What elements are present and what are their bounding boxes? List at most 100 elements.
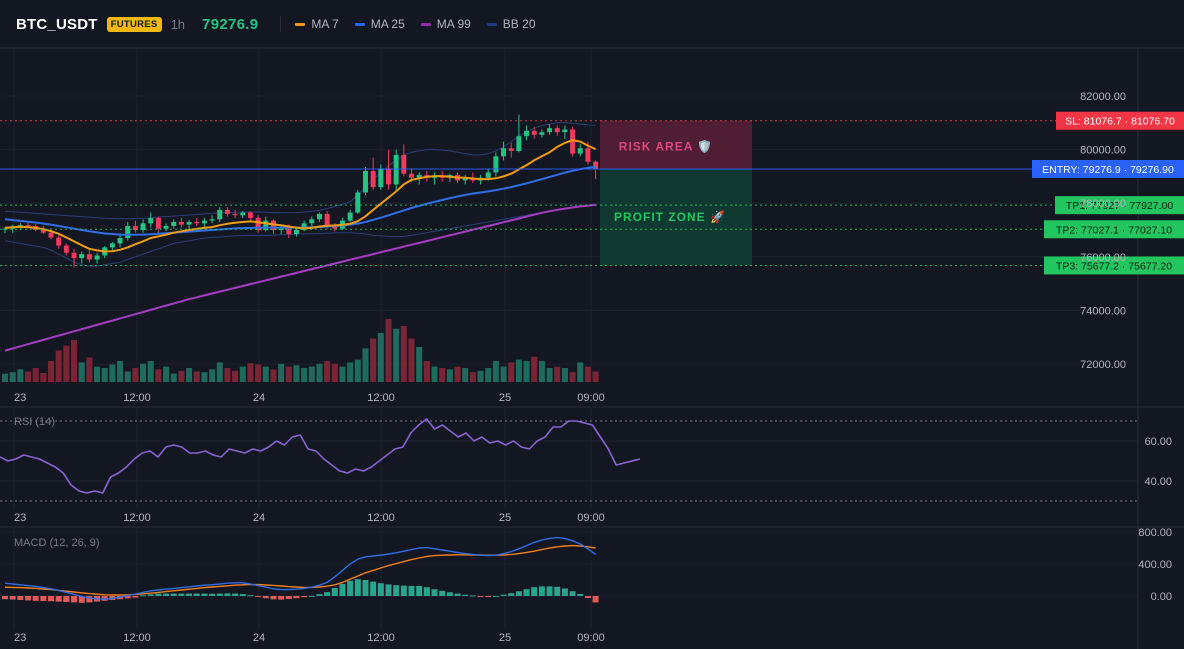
volume-bar (500, 366, 507, 382)
time-axis-label: 09:00 (577, 512, 605, 524)
volume-bar (370, 338, 377, 382)
candle-body (309, 219, 315, 224)
candle-body (255, 217, 261, 230)
macd-histogram-bar (393, 585, 400, 596)
macd-histogram-bar (209, 593, 216, 596)
timeframe-label[interactable]: 1h (170, 16, 186, 32)
price-axis-label: 80000.00 (1080, 145, 1126, 157)
volume-bar (316, 363, 323, 382)
time-axis-label: 25 (499, 392, 511, 404)
macd-histogram-bar (216, 593, 223, 596)
candle-body (316, 213, 322, 220)
volume-bar (377, 333, 384, 382)
volume-bar (155, 369, 162, 382)
macd-histogram-bar (25, 596, 32, 601)
volume-bar (109, 364, 116, 382)
macd-histogram-bar (362, 580, 369, 596)
candle-body (516, 136, 522, 151)
symbol-name[interactable]: BTC_USDT (16, 15, 98, 33)
ma99-line (4, 203, 596, 352)
ma7-line (4, 139, 597, 253)
candle-body (293, 230, 299, 235)
volume-bar (538, 361, 545, 382)
macd-histogram-bar (431, 589, 438, 596)
volume-bar (101, 368, 108, 382)
candle-body (155, 217, 161, 229)
volume-bar (393, 328, 400, 382)
volume-bar (439, 368, 446, 382)
legend-ma99[interactable]: MA 99 (420, 17, 471, 31)
candle-body (493, 156, 499, 173)
volume-bar (569, 372, 576, 382)
volume-bar (140, 363, 147, 382)
volume-bar (278, 363, 285, 382)
macd-histogram-bar (339, 584, 346, 596)
candle-body (531, 130, 537, 135)
price-tag-entry: ENTRY: 79276.9 · 79276.90 (1042, 164, 1174, 176)
legend-ma25[interactable]: MA 25 (354, 17, 405, 31)
price-axis-label: 78000.00 (1080, 198, 1126, 210)
candle-body (554, 128, 560, 133)
volume-bar (224, 368, 231, 382)
candle-body (25, 225, 31, 227)
price-tag-sl-bg (1056, 111, 1184, 130)
rsi-pane-label: RSI (14) (14, 416, 55, 428)
macd-histogram-bar (462, 594, 469, 596)
time-axis-label: 12:00 (123, 392, 151, 404)
macd-histogram-bar (255, 596, 262, 597)
candle-body (63, 245, 69, 253)
volume-bar (577, 362, 584, 382)
volume-bar (592, 371, 599, 382)
volume-bar (477, 370, 484, 382)
candle-body (224, 209, 230, 214)
macd-histogram-bar (270, 596, 277, 600)
macd-pane-label: MACD (12, 26, 9) (14, 537, 100, 549)
macd-histogram-bar (554, 586, 561, 596)
macd-histogram-bar (193, 593, 200, 596)
legend-swatch-ma7 (295, 22, 306, 26)
candle-body (178, 221, 184, 225)
macd-histogram-bar (308, 595, 315, 597)
volume-bar (193, 371, 200, 382)
price-tag-tp3-bg (1044, 256, 1184, 275)
volume-bar (469, 372, 476, 382)
price-tag-tp1: TP1: 77927 · 77927.00 (1066, 200, 1174, 212)
volume-bar (339, 366, 346, 382)
volume-bar (163, 366, 170, 382)
candle-body (125, 225, 131, 239)
price-tag-entry-bg (1032, 159, 1184, 178)
macd-histogram-bar (370, 581, 377, 596)
volume-bar (170, 373, 177, 382)
candle-body (94, 255, 100, 260)
volume-bar (416, 347, 423, 382)
time-axis-label: 12:00 (367, 632, 395, 644)
volume-bar (9, 372, 16, 382)
volume-bar (485, 368, 492, 382)
macd-histogram-bar (423, 587, 430, 596)
risk-area-zone (600, 120, 752, 169)
candle-body (148, 217, 154, 224)
legend-label-ma99: MA 99 (436, 17, 471, 31)
candle-body (263, 220, 269, 230)
candle-body (40, 230, 46, 233)
candle-body (355, 192, 361, 213)
price-axis-label: 74000.00 (1080, 305, 1126, 317)
macd-histogram-bar (163, 593, 170, 596)
legend-bb20[interactable]: BB 20 (486, 17, 536, 31)
candle-body (194, 221, 200, 224)
candle-body (378, 168, 384, 188)
macd-axis-label: 400.00 (1138, 559, 1172, 571)
time-axis-label: 25 (499, 512, 511, 524)
macd-histogram-bar (140, 595, 147, 597)
rsi-axis-label: 40.00 (1144, 476, 1172, 488)
volume-bar (2, 373, 8, 382)
volume-bar (308, 366, 315, 382)
macd-histogram-bar (324, 592, 331, 596)
volume-bar (40, 372, 47, 382)
macd-histogram-bar (531, 587, 538, 596)
time-axis-label: 25 (499, 632, 511, 644)
legend-label-bb20: BB 20 (502, 17, 536, 31)
legend-ma7[interactable]: MA 7 (295, 17, 339, 31)
candle-body (347, 212, 353, 221)
